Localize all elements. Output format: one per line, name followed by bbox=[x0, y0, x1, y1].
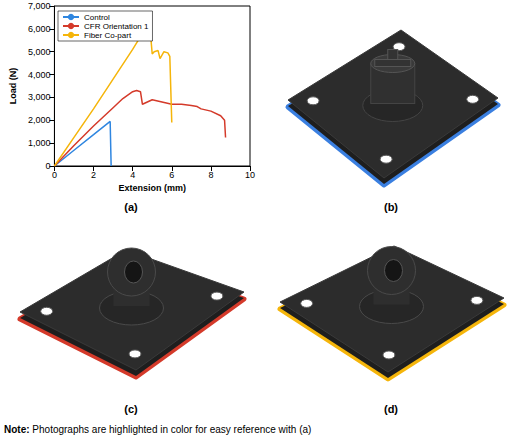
svg-text:Control: Control bbox=[84, 13, 110, 22]
svg-text:Fiber Co-part: Fiber Co-part bbox=[84, 31, 132, 40]
svg-text:0: 0 bbox=[52, 170, 57, 180]
html-text:(d): (d) bbox=[384, 403, 398, 415]
svg-text:4: 4 bbox=[130, 170, 135, 180]
svg-text:Extension (mm): Extension (mm) bbox=[118, 183, 186, 193]
svg-text:8: 8 bbox=[208, 170, 213, 180]
svg-text:10: 10 bbox=[245, 170, 255, 180]
svg-text:3,000: 3,000 bbox=[28, 92, 51, 102]
html-text:(a): (a) bbox=[124, 201, 138, 213]
svg-text:Load (N): Load (N) bbox=[8, 68, 18, 105]
html-text:(b): (b) bbox=[384, 201, 398, 213]
svg-text:2,000: 2,000 bbox=[28, 115, 51, 125]
svg-text:2: 2 bbox=[91, 170, 96, 180]
html-text:Note: Photographs are highligh: Note: Photographs are highlighted in col… bbox=[4, 424, 312, 435]
svg-text:6,000: 6,000 bbox=[28, 24, 51, 34]
svg-text:5,000: 5,000 bbox=[28, 47, 51, 57]
svg-text:1,000: 1,000 bbox=[28, 138, 51, 148]
svg-text:4,000: 4,000 bbox=[28, 70, 51, 80]
svg-text:7,000: 7,000 bbox=[28, 1, 51, 11]
html-text:(c): (c) bbox=[124, 403, 138, 415]
svg-text:0: 0 bbox=[45, 161, 50, 171]
svg-text:CFR Orientation 1: CFR Orientation 1 bbox=[84, 22, 149, 31]
svg-text:6: 6 bbox=[169, 170, 174, 180]
